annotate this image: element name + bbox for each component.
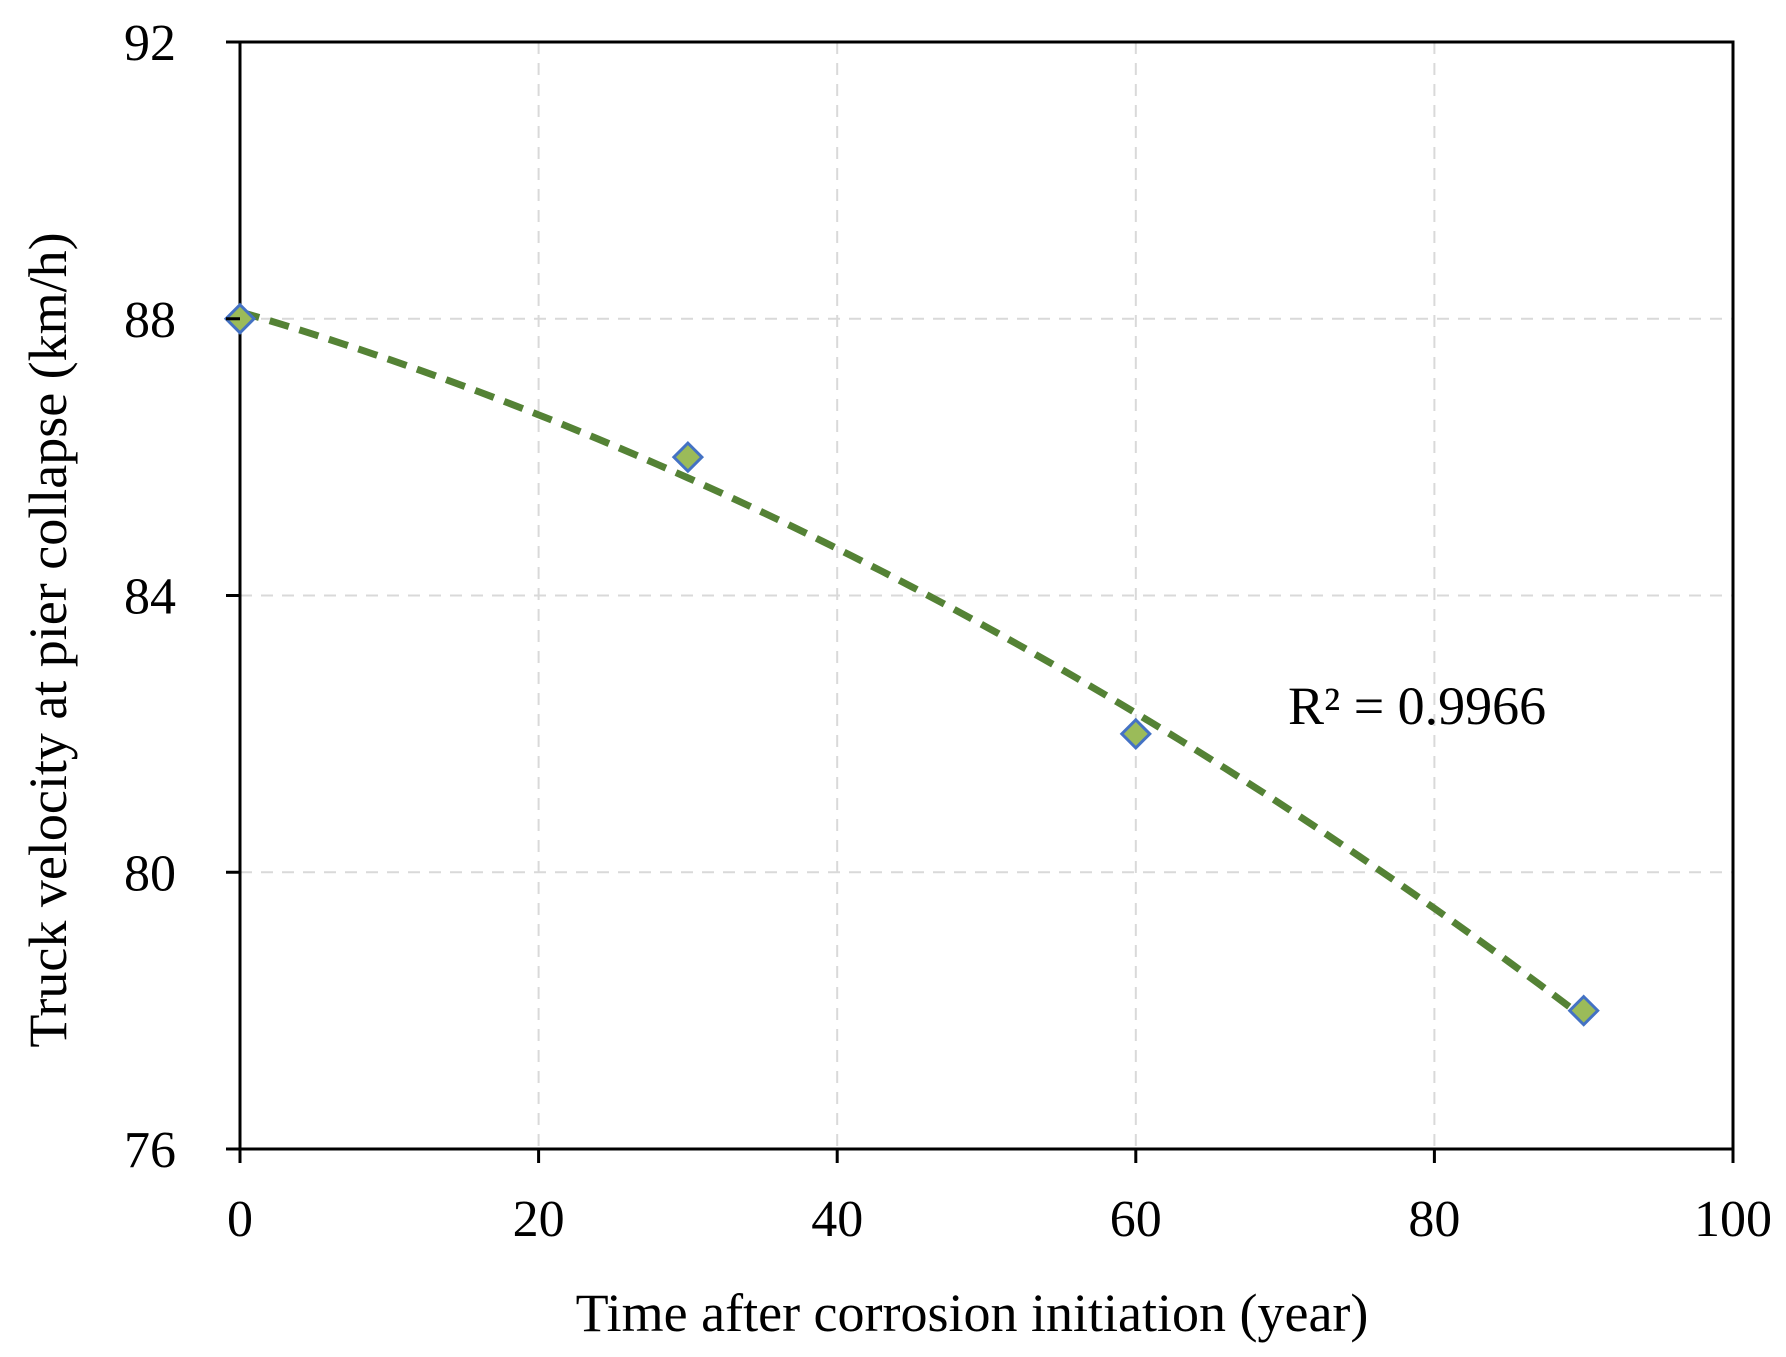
x-tick-label: 40	[811, 1191, 863, 1248]
x-tick-label: 80	[1408, 1191, 1460, 1248]
r-squared-annotation: R² = 0.9966	[1288, 676, 1546, 736]
x-tick-label: 0	[227, 1191, 253, 1248]
y-tick-labels: 76 80 84 88 92	[124, 15, 176, 1179]
data-point	[1119, 717, 1152, 750]
data-point	[1567, 994, 1600, 1027]
x-tick-labels: 0 20 40 60 80 100	[227, 1191, 1772, 1248]
trendline-group	[239, 308, 1586, 1021]
trendline	[239, 308, 1586, 1021]
y-tick-label: 76	[124, 1122, 176, 1179]
tick-marks	[226, 40, 1735, 1163]
y-axis-title: Truck velocity at pier collapse (km/h)	[18, 232, 78, 1047]
y-tick-label: 80	[124, 845, 176, 902]
y-tick-label: 84	[124, 569, 176, 626]
x-tick-label: 100	[1694, 1191, 1772, 1248]
x-tick-label: 20	[513, 1191, 565, 1248]
grid	[240, 42, 1733, 1149]
data-points	[223, 302, 1600, 1027]
data-point	[671, 441, 705, 474]
x-tick-label: 60	[1110, 1191, 1162, 1248]
x-axis-title: Time after corrosion initiation (year)	[576, 1283, 1369, 1343]
y-tick-label: 92	[124, 15, 176, 72]
y-tick-label: 88	[124, 292, 176, 349]
